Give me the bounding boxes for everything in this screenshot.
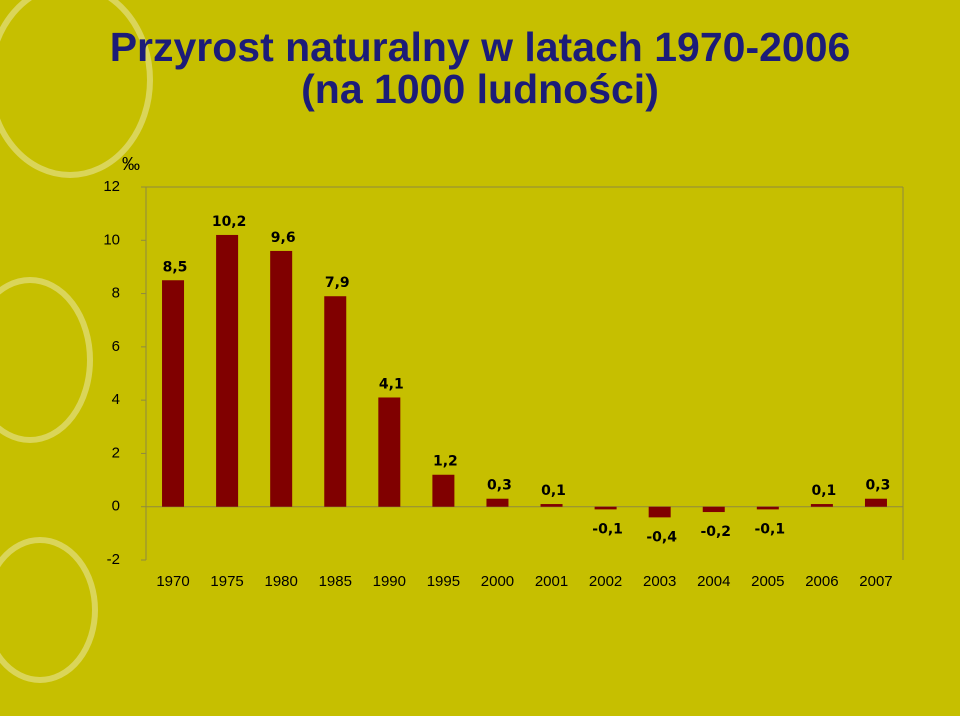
x-tick-label: 1995 <box>427 573 460 590</box>
value-label: 0,1 <box>541 483 566 499</box>
bar <box>378 397 401 507</box>
x-tick-label: 1990 <box>373 573 406 590</box>
y-tick-label: 0 <box>112 498 120 515</box>
value-label: 0,3 <box>866 478 891 494</box>
x-tick-label: 2006 <box>805 573 838 590</box>
value-label: 1,2 <box>433 454 458 470</box>
bar <box>486 498 509 507</box>
bar <box>216 234 239 507</box>
x-tick-label: 2002 <box>589 573 622 590</box>
x-tick-label: 2000 <box>481 573 514 590</box>
x-tick-label: 2007 <box>859 573 892 590</box>
x-tick-label: 2003 <box>643 573 676 590</box>
x-tick-label: 1980 <box>264 573 297 590</box>
y-unit: ‰ <box>122 154 140 174</box>
y-tick-label: 10 <box>103 231 120 248</box>
y-tick-label: 12 <box>103 178 120 195</box>
value-label: 0,3 <box>487 478 512 494</box>
decoration <box>0 0 153 683</box>
chart-title: Przyrost naturalny w latach 1970-2006 (n… <box>109 24 851 112</box>
bar <box>162 280 185 507</box>
bar <box>594 506 617 510</box>
value-label: 10,2 <box>212 214 247 230</box>
bar <box>648 506 671 518</box>
x-tick-label: 1975 <box>210 573 243 590</box>
y-tick-label: -2 <box>107 551 120 568</box>
y-tick-label: 6 <box>112 338 120 355</box>
bar <box>324 296 347 507</box>
bar <box>756 506 779 510</box>
bar <box>864 498 887 507</box>
value-label: 0,1 <box>811 483 836 499</box>
value-label: 4,1 <box>379 376 404 392</box>
value-label: -0,1 <box>755 521 786 537</box>
bar <box>702 506 725 513</box>
x-tick-label: 2005 <box>751 573 784 590</box>
y-tick-label: 8 <box>112 285 120 302</box>
bar <box>432 474 455 507</box>
value-label: 7,9 <box>325 275 350 291</box>
value-label: -0,4 <box>646 529 677 545</box>
bar <box>270 250 293 507</box>
value-label: 9,6 <box>271 230 296 246</box>
x-tick-label: 1970 <box>156 573 189 590</box>
value-label: -0,1 <box>592 521 623 537</box>
bar <box>810 504 833 507</box>
x-tick-label: 2001 <box>535 573 568 590</box>
bar <box>540 504 563 507</box>
x-tick-label: 2004 <box>697 573 730 590</box>
y-tick-label: 2 <box>112 444 120 461</box>
x-tick-label: 1985 <box>319 573 352 590</box>
value-label: -0,2 <box>700 524 731 540</box>
value-label: 8,5 <box>163 259 188 275</box>
y-tick-label: 4 <box>112 391 120 408</box>
